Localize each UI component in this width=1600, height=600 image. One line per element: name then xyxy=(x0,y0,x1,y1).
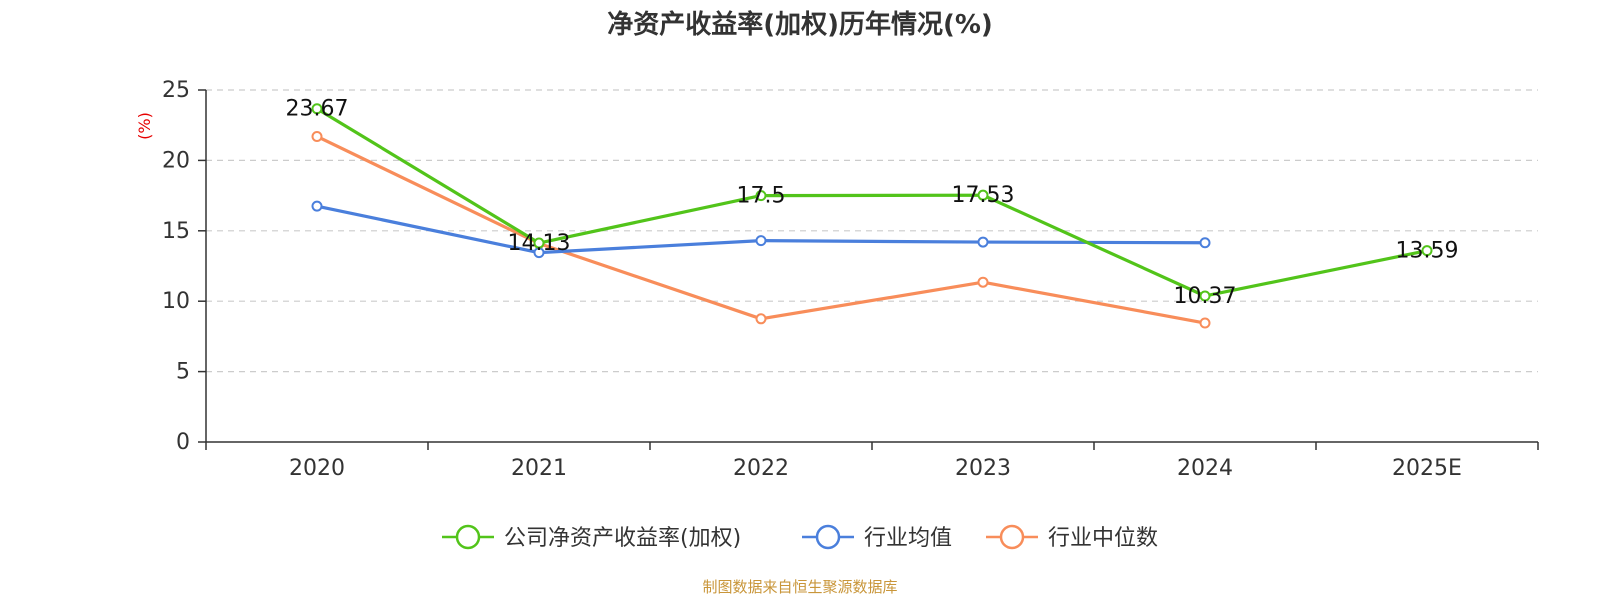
series-point-2 xyxy=(311,130,323,142)
legend-circle-icon xyxy=(815,524,841,550)
grid-layer xyxy=(206,89,1538,373)
legend-label: 行业均值 xyxy=(864,526,952,551)
data-source-note: 制图数据来自恒生聚源数据库 xyxy=(702,578,898,596)
series-point-0 xyxy=(755,190,767,202)
legend-circle-icon xyxy=(999,524,1025,550)
data-label: 10.37 xyxy=(1174,284,1237,309)
x-tick-label: 2022 xyxy=(733,456,789,481)
data-label: 17.5 xyxy=(737,184,786,209)
legend-label: 公司净资产收益率(加权) xyxy=(504,526,741,551)
series-point-0 xyxy=(1199,290,1211,302)
x-tick-label: 2023 xyxy=(955,456,1011,481)
y-tick-label: 15 xyxy=(162,219,190,244)
data-label: 14.13 xyxy=(508,231,571,256)
chart-title: 净资产收益率(加权)历年情况(%) xyxy=(607,10,993,40)
axis-layer: 0 5 10 15 20 25 2020 2021 2022 2023 2024 2025E (%) xyxy=(135,78,1539,481)
series-point-2 xyxy=(1199,317,1211,329)
series-point-0 xyxy=(311,103,323,115)
series-point-0 xyxy=(977,189,989,201)
series-line-0 xyxy=(316,107,1428,298)
series-point-1 xyxy=(977,236,989,248)
legend-item-1: 行业均值 xyxy=(802,524,952,551)
series-point-2 xyxy=(977,276,989,288)
series-point-1 xyxy=(311,200,323,212)
series-point-0 xyxy=(533,237,545,249)
y-axis-label: (%) xyxy=(135,112,154,140)
x-tick-label: 2025E xyxy=(1392,456,1462,481)
series-line-2 xyxy=(316,135,1206,325)
y-tick-label: 20 xyxy=(162,148,190,173)
series-layer xyxy=(311,103,1433,329)
x-tick-label: 2020 xyxy=(289,456,345,481)
legend-circle-icon xyxy=(455,524,481,550)
series-point-0 xyxy=(1421,245,1433,257)
x-tick-label: 2024 xyxy=(1177,456,1233,481)
y-tick-label: 10 xyxy=(162,289,190,314)
series-point-1 xyxy=(1199,237,1211,249)
series-point-1 xyxy=(755,235,767,247)
data-label: 23.67 xyxy=(286,97,349,122)
legend-label: 行业中位数 xyxy=(1048,526,1158,551)
y-tick-label: 0 xyxy=(176,430,190,455)
series-point-2 xyxy=(755,313,767,325)
legend-item-0: 公司净资产收益率(加权) xyxy=(442,524,741,551)
x-tick-label: 2021 xyxy=(511,456,567,481)
y-tick-label: 5 xyxy=(176,360,190,385)
data-label: 13.59 xyxy=(1396,239,1459,264)
data-label: 17.53 xyxy=(952,183,1015,208)
legend: 公司净资产收益率(加权) 行业均值 行业中位数 xyxy=(442,524,1158,551)
data-label-layer: 23.67 14.13 17.5 17.53 10.37 13.59 xyxy=(286,97,1459,309)
y-tick-label: 25 xyxy=(162,78,190,103)
legend-item-2: 行业中位数 xyxy=(986,524,1158,551)
